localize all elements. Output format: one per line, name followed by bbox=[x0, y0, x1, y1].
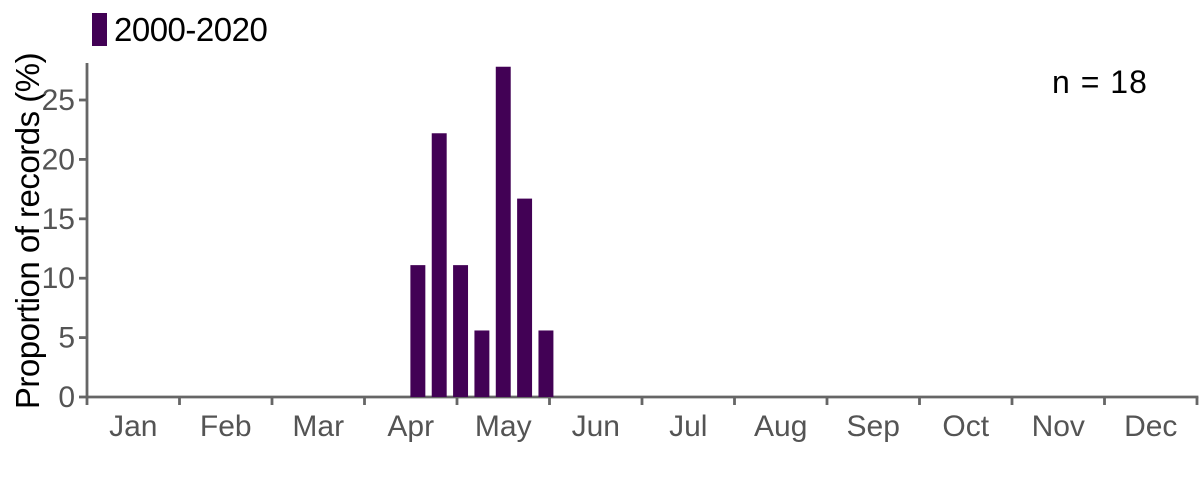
y-tick-label-5: 5 bbox=[58, 322, 75, 355]
y-tick-label-25: 25 bbox=[42, 84, 75, 117]
legend: 2000-2020 bbox=[92, 11, 268, 48]
y-tick-label-15: 15 bbox=[42, 203, 75, 236]
bar-week-22 bbox=[538, 330, 554, 397]
x-tick-label-may: May bbox=[475, 410, 532, 443]
bar-week-18 bbox=[453, 265, 469, 397]
x-tick-label-oct: Oct bbox=[942, 410, 989, 443]
bar-week-21 bbox=[517, 198, 533, 397]
x-tick-label-nov: Nov bbox=[1032, 410, 1085, 443]
x-tick-label-aug: Aug bbox=[754, 410, 807, 443]
x-tick-label-dec: Dec bbox=[1124, 410, 1177, 443]
x-tick-label-apr: Apr bbox=[387, 410, 434, 443]
sample-size-annotation: n = 18 bbox=[1052, 64, 1148, 100]
y-tick-label-0: 0 bbox=[58, 381, 75, 414]
legend-swatch bbox=[92, 13, 107, 46]
y-tick-label-10: 10 bbox=[42, 262, 75, 295]
x-tick-label-jul: Jul bbox=[669, 410, 707, 443]
x-tick-label-jan: Jan bbox=[109, 410, 157, 443]
bar-week-17 bbox=[431, 133, 447, 397]
x-tick-label-feb: Feb bbox=[200, 410, 252, 443]
x-tick-label-sep: Sep bbox=[847, 410, 900, 443]
bar-week-20 bbox=[495, 66, 511, 398]
legend-label: 2000-2020 bbox=[114, 11, 268, 48]
bar-week-19 bbox=[474, 330, 490, 397]
y-tick-label-20: 20 bbox=[42, 143, 75, 176]
x-tick-label-jun: Jun bbox=[572, 410, 620, 443]
bar-week-16 bbox=[410, 265, 426, 397]
x-tick-label-mar: Mar bbox=[292, 410, 344, 443]
